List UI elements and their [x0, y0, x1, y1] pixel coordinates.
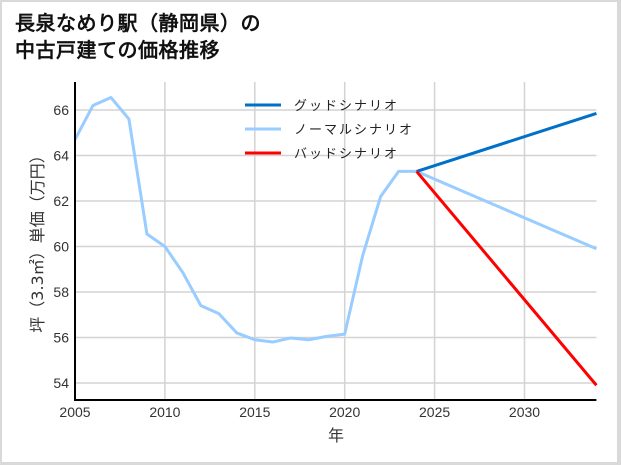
y-tick-label: 60: [53, 239, 69, 255]
chart-title: 長泉なめり駅（静岡県）の 中古戸建ての価格推移: [15, 10, 261, 64]
y-tick-label: 66: [53, 102, 69, 118]
normal-scenario-line: [73, 95, 598, 344]
x-tick-label: 2020: [329, 404, 360, 420]
line-chart: 54 56 58 60 62 64 66 2005 2010 2015 2020 2025 2030 グ…: [28, 82, 598, 445]
chart-title-line-2: 中古戸建ての価格推移: [15, 38, 220, 62]
legend-label-good: グッドシナリオ: [294, 99, 399, 114]
y-axis-label: 坪（3.3㎡）単価（万円）: [28, 147, 47, 332]
x-tick-label: 2010: [149, 404, 180, 420]
x-axis-label: 年: [328, 426, 344, 445]
bad-scenario-line: [415, 170, 598, 387]
y-tick-label: 62: [53, 193, 69, 209]
y-tick-label: 58: [53, 284, 69, 300]
x-tick-label: 2015: [239, 404, 270, 420]
legend-label-normal: ノーマルシナリオ: [294, 123, 414, 138]
chart-panel: 長泉なめり駅（静岡県）の 中古戸建ての価格推移 54 56 58 60 62 64 66 20…: [2, 2, 617, 462]
x-tick-label: 2005: [59, 404, 90, 420]
x-tick-label: 2030: [509, 404, 540, 420]
axes: [74, 82, 597, 401]
y-tick-label: 64: [53, 148, 69, 164]
y-tick-label: 54: [53, 375, 69, 391]
y-tick-label: 56: [53, 330, 69, 346]
good-scenario-line: [416, 111, 597, 173]
tick-labels: 54 56 58 60 62 64 66 2005 2010 2015 2020 2025 2030: [53, 102, 540, 420]
data-lines: [73, 95, 598, 387]
gridlines: [75, 82, 597, 400]
legend-label-bad: バッドシナリオ: [294, 147, 399, 162]
x-tick-label: 2025: [419, 404, 450, 420]
chart-title-line-1: 長泉なめり駅（静岡県）の: [15, 11, 261, 35]
